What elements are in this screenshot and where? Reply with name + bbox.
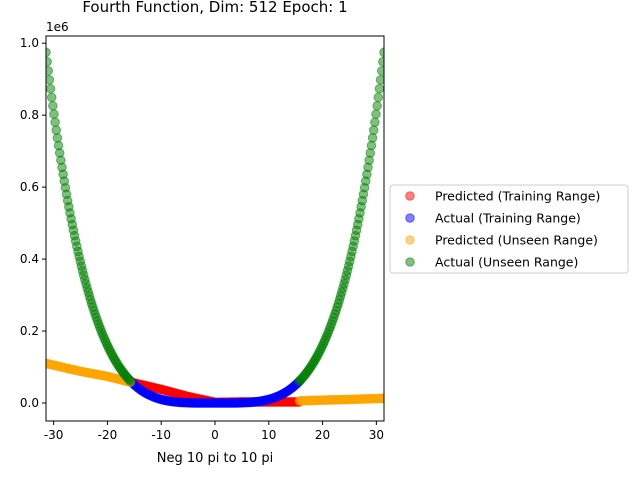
data-point: [125, 376, 136, 386]
data-point: [373, 92, 384, 103]
x-tick-label: 30: [369, 428, 384, 442]
data-point: [367, 133, 378, 143]
data-point: [48, 101, 58, 111]
y-tick-label: 0.6: [20, 180, 39, 194]
data-point: [46, 66, 54, 76]
y-tick-label: 0.2: [20, 324, 39, 338]
legend-marker: [405, 235, 415, 245]
legend-label: Predicted (Unseen Range): [435, 233, 598, 248]
data-point: [51, 125, 62, 135]
data-points: [46, 47, 384, 408]
x-tick-label: -30: [44, 428, 64, 442]
x-tick-label: 10: [261, 428, 276, 442]
legend-marker: [405, 257, 415, 267]
legend-entries: Predicted (Training Range) Actual (Traini…: [405, 189, 600, 270]
data-point: [368, 125, 379, 135]
data-point: [50, 117, 60, 128]
data-point: [372, 101, 382, 111]
x-tick-label: -20: [98, 428, 118, 442]
data-point: [46, 83, 56, 94]
legend-label: Predicted (Training Range): [435, 189, 600, 204]
data-point: [371, 109, 381, 119]
x-axis-label: Neg 10 pi to 10 pi: [157, 451, 274, 466]
data-point: [379, 47, 384, 58]
data-point: [49, 109, 59, 119]
chart-title: Fourth Function, Dim: 512 Epoch: 1: [82, 0, 347, 16]
data-point: [46, 92, 57, 103]
data-point: [379, 393, 384, 404]
legend-label: Actual (Unseen Range): [435, 255, 578, 270]
x-tick-label: 20: [315, 428, 330, 442]
y-tick-label: 0.0: [20, 396, 39, 410]
x-tick-label: -10: [151, 428, 171, 442]
data-point: [370, 117, 380, 128]
y-axis-ticks: 0.0 0.2 0.4 0.6 0.8 1.0: [20, 36, 46, 410]
y-offset-label: 1e6: [46, 20, 69, 34]
data-point: [374, 83, 384, 94]
legend-marker: [405, 191, 415, 201]
data-point: [375, 75, 384, 85]
data-point: [46, 56, 52, 67]
x-tick-label: 0: [211, 428, 219, 442]
y-tick-label: 0.4: [20, 252, 39, 266]
legend-label: Actual (Training Range): [435, 211, 581, 226]
data-point: [376, 66, 384, 76]
legend-marker: [405, 213, 415, 223]
y-tick-label: 0.8: [20, 108, 39, 122]
y-tick-label: 1.0: [20, 36, 39, 50]
legend-box: [389, 184, 629, 274]
x-axis-ticks: -30 -20 -10 0 10 20 30: [44, 421, 384, 442]
legend: Predicted (Training Range) Actual (Traini…: [389, 184, 629, 274]
data-point: [378, 56, 384, 67]
series-3-points: [46, 47, 384, 386]
plot-frame: [45, 35, 385, 422]
